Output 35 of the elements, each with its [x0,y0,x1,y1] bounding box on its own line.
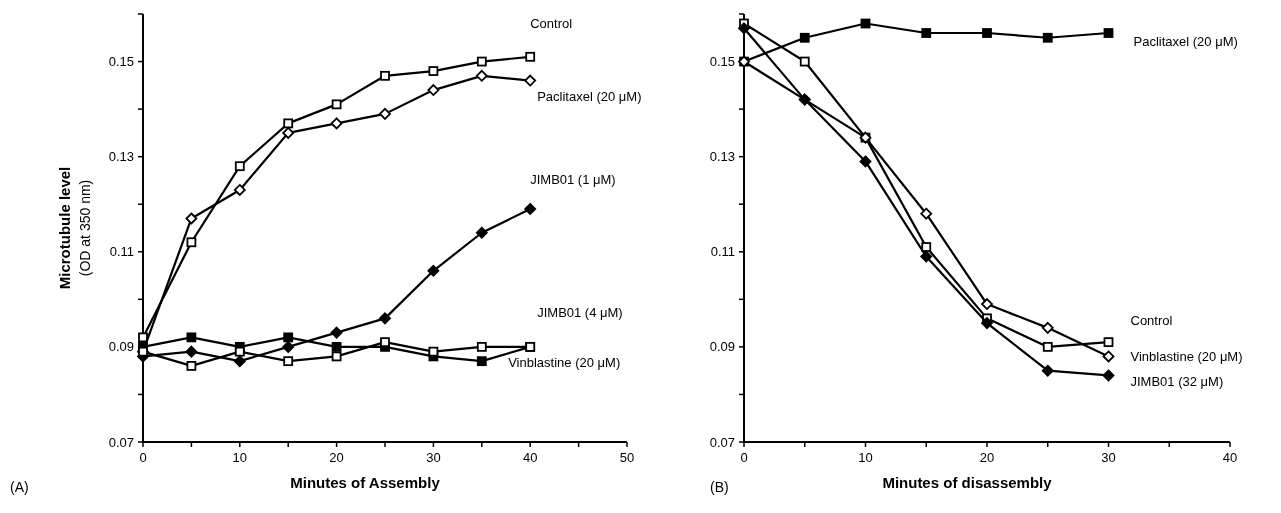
series-label: JIMB01 (4 μM) [537,304,623,320]
x-tick-label: 40 [522,450,538,465]
series-label: Vinblastine (20 μM) [1130,349,1243,365]
y-tick-label: 0.13 [108,149,134,165]
x-tick-label: 20 [329,450,344,465]
x-tick-label: 40 [1222,450,1238,465]
series-label: JIMB01 (1 μM) [530,171,616,187]
series-label: Control [530,15,573,31]
y-tick-label: 0.07 [108,434,134,450]
x-tick-label: 0 [740,450,748,465]
y-tick-label: 0.09 [108,339,134,355]
y-tick-label: 0.15 [709,54,735,70]
text: (B) [710,479,729,495]
x-tick-label: 50 [619,450,635,465]
x-axis-title: Minutes of Assembly [290,474,441,491]
y-tick-label: 0.11 [109,244,134,260]
series-label: Control [1130,313,1173,329]
series-label: Paclitaxel (20 μM) [1133,34,1238,50]
x-tick-label: 10 [858,450,873,465]
x-tick-label: 30 [426,450,441,465]
series-label: Vinblastine (20 μM) [508,354,621,370]
y-tick-label: 0.13 [709,149,735,165]
y-tick-label: 0.09 [709,339,735,355]
x-tick-label: 30 [1101,450,1116,465]
y-tick-label: 0.15 [108,54,134,70]
y-axis-title: Microtubule level (OD at 350 nm) [56,166,93,290]
series-label: Paclitaxel (20 μM) [537,88,642,104]
x-tick-label: 10 [232,450,248,465]
series-label: JIMB01 (32 μM) [1130,374,1224,390]
text: (A) [10,479,29,495]
y-tick-label: 0.07 [709,434,735,450]
x-tick-label: 20 [979,450,995,465]
y-tick-label: 0.11 [710,244,735,260]
x-tick-label: 0 [139,450,147,465]
x-axis-title: Minutes of disassembly [882,474,1053,491]
